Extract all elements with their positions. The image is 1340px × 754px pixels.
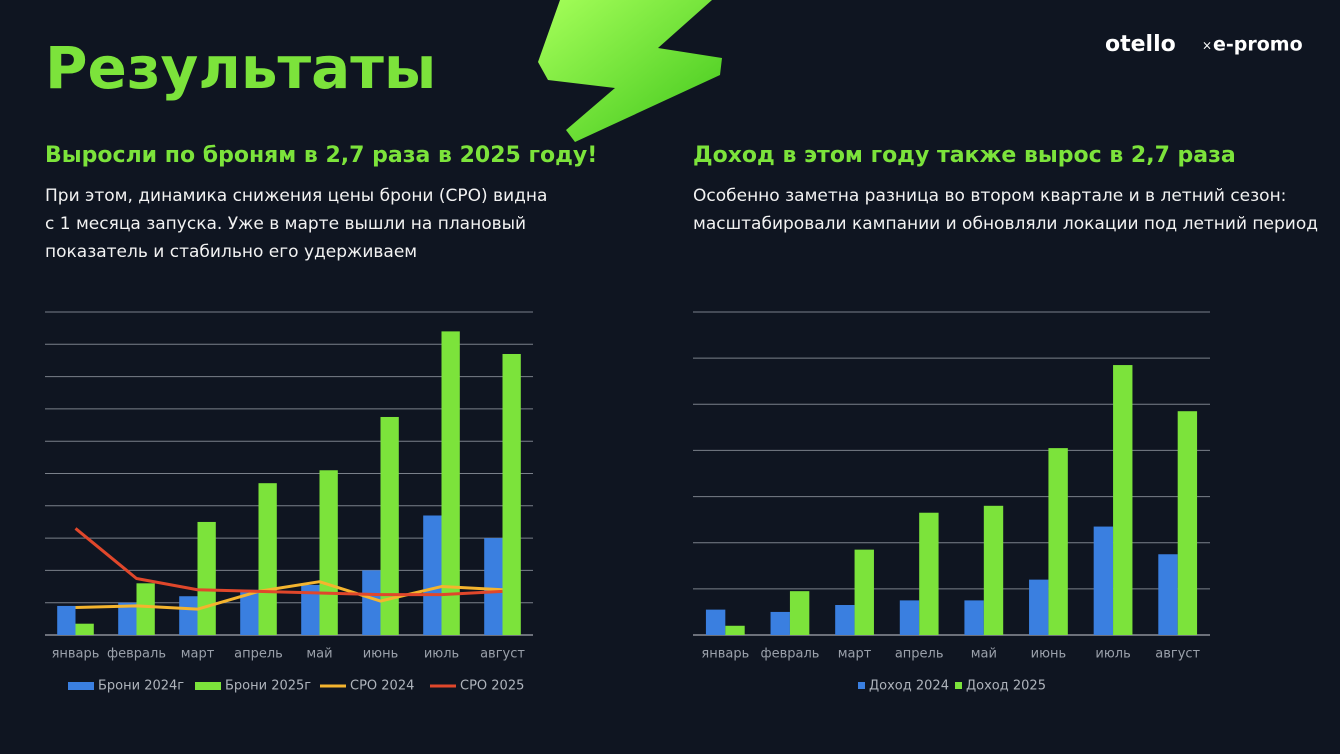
bar — [240, 589, 259, 635]
brand-separator: × — [1202, 39, 1212, 53]
bar — [179, 596, 198, 635]
legend-swatch — [195, 682, 221, 690]
legend-swatch — [858, 682, 865, 689]
brand-logo: otello — [1105, 32, 1176, 57]
chart-description: масштабировали кампании и обновляли лока… — [693, 214, 1318, 234]
bar — [423, 515, 442, 635]
legend-label: СРО 2025 — [460, 679, 524, 694]
bar — [380, 416, 399, 635]
x-tick-label: январь — [701, 647, 749, 662]
bar — [1177, 411, 1198, 635]
bar — [319, 470, 338, 635]
line-series — [75, 580, 503, 611]
bar — [301, 584, 320, 635]
bar — [258, 483, 277, 635]
bar — [983, 505, 1004, 635]
bar — [835, 605, 855, 635]
bar — [1113, 365, 1133, 635]
bar — [789, 591, 810, 635]
x-tick-label: март — [838, 647, 872, 662]
legend-swatch — [68, 682, 94, 690]
x-tick-label: май — [971, 647, 997, 662]
x-tick-label: апрель — [895, 647, 944, 662]
chart-heading: Выросли по броням в 2,7 раза в 2025 году… — [45, 143, 597, 168]
bar — [964, 600, 984, 635]
legend-label: Доход 2025 — [966, 679, 1046, 694]
x-tick-label: май — [306, 647, 332, 662]
chart-description: При этом, динамика снижения цены брони (… — [45, 186, 547, 206]
x-tick-label: февраль — [760, 647, 819, 662]
bar — [854, 549, 874, 635]
bolt-decoration — [538, 0, 722, 142]
line-series — [74, 527, 503, 597]
x-tick-label: апрель — [234, 647, 283, 662]
bar — [1158, 554, 1178, 635]
bar — [725, 625, 745, 635]
bar — [899, 600, 920, 635]
chart-description: с 1 месяца запуска. Уже в марте вышли на… — [45, 214, 526, 234]
bar — [197, 521, 216, 635]
x-tick-label: февраль — [107, 647, 166, 662]
chart-description: Особенно заметна разница во втором кварт… — [693, 186, 1286, 206]
partner-logo: e-promo — [1213, 34, 1303, 56]
legend-label: Брони 2025г — [225, 679, 311, 694]
chart-heading: Доход в этом году также вырос в 2,7 раза — [693, 143, 1236, 168]
legend-label: СРО 2024 — [350, 679, 414, 694]
bar — [484, 538, 503, 635]
bar — [441, 331, 460, 635]
x-tick-label: март — [181, 647, 215, 662]
bar — [362, 570, 381, 635]
chart-description: показатель и стабильно его удерживаем — [45, 242, 417, 262]
legend-label: Брони 2024г — [98, 679, 184, 694]
bar — [770, 611, 790, 635]
slide-title: Результаты — [45, 34, 436, 102]
bar — [136, 583, 155, 635]
legend-swatch — [955, 682, 962, 689]
bar — [118, 602, 137, 635]
bar — [502, 353, 521, 635]
bar — [57, 605, 76, 635]
x-tick-label: июнь — [1031, 647, 1067, 662]
x-tick-label: январь — [52, 647, 100, 662]
legend-label: Доход 2024 — [869, 679, 949, 694]
bar — [1048, 448, 1068, 635]
x-tick-label: июнь — [363, 647, 399, 662]
bar — [75, 623, 94, 635]
x-tick-label: август — [480, 647, 525, 662]
x-tick-label: август — [1155, 647, 1200, 662]
bar — [919, 512, 939, 635]
bar — [705, 609, 726, 635]
bar — [1029, 579, 1049, 635]
x-tick-label: июль — [1095, 647, 1130, 662]
bar — [1093, 526, 1114, 635]
x-tick-label: июль — [424, 647, 459, 662]
